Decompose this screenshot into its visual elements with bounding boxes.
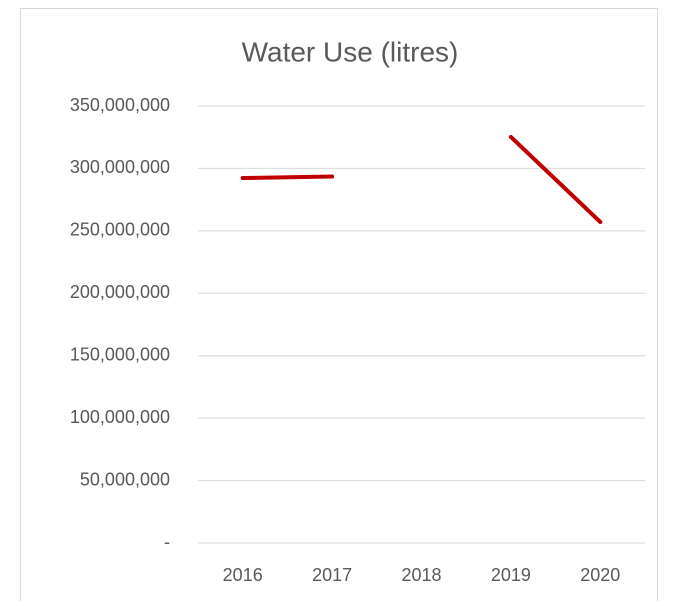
y-tick-label: 150,000,000 — [70, 344, 170, 364]
y-tick-label: 300,000,000 — [70, 157, 170, 177]
chart-title: Water Use (litres) — [242, 36, 459, 67]
y-tick-label: 250,000,000 — [70, 220, 170, 240]
chart-border — [20, 8, 658, 601]
y-tick-label: 100,000,000 — [70, 407, 170, 427]
y-tick-label: - — [164, 532, 170, 552]
y-tick-label: 200,000,000 — [70, 282, 170, 302]
x-tick-label: 2016 — [223, 565, 263, 585]
x-tick-label: 2018 — [401, 565, 441, 585]
x-tick-label: 2019 — [491, 565, 531, 585]
y-tick-label: 350,000,000 — [70, 95, 170, 115]
line-series — [240, 134, 603, 224]
x-tick-label: 2017 — [312, 565, 352, 585]
x-tick-label: 2020 — [580, 565, 620, 585]
y-tick-label: 50,000,000 — [80, 469, 170, 489]
